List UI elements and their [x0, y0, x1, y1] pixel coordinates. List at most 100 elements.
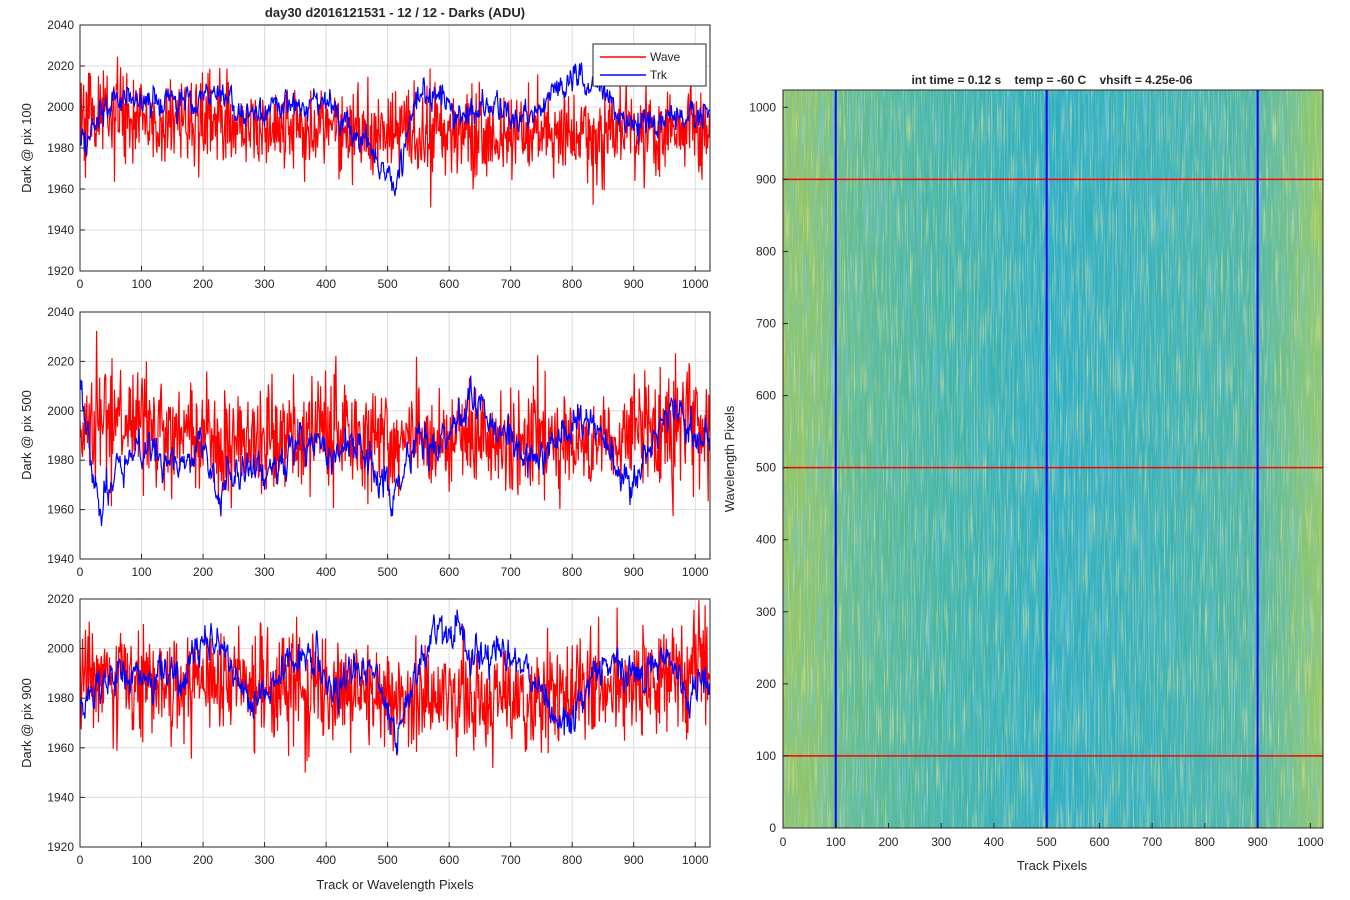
x-tick-label: 700: [501, 277, 521, 291]
heatmap-x-tick-label: 100: [826, 835, 846, 849]
heatmap-x-tick-label: 500: [1037, 835, 1057, 849]
y-tick-label: 2020: [47, 592, 74, 606]
y-tick-label: 2020: [47, 354, 74, 368]
y-tick-label: 1980: [47, 453, 74, 467]
heatmap-y-tick-label: 300: [756, 605, 776, 619]
x-tick-label: 700: [501, 853, 521, 867]
x-tick-label: 100: [132, 853, 152, 867]
x-tick-label: 900: [624, 853, 644, 867]
plot-bottom-frame: [79, 598, 711, 848]
heatmap-x-tick-label: 400: [984, 835, 1004, 849]
heatmap-y-tick-label: 500: [756, 461, 776, 475]
legend-wave-label: Wave: [650, 50, 681, 64]
heatmap-ticks: 0 100 200 300 400 500 600 700 800 900 1000 0 100 200 3…: [749, 100, 1324, 849]
x-tick-label: 700: [501, 565, 521, 579]
heatmap-x-tick-label: 200: [878, 835, 898, 849]
x-tick-label: 1000: [682, 565, 709, 579]
y-tick-label: 1980: [47, 691, 74, 705]
y-tick-label: 1940: [47, 552, 74, 566]
y-tick-label: 2000: [47, 100, 74, 114]
x-tick-label: 0: [77, 565, 84, 579]
x-tick-label: 0: [77, 277, 84, 291]
y-tick-label: 2040: [47, 305, 74, 319]
x-tick-label: 200: [193, 277, 213, 291]
plot-bottom-axes-box: [80, 599, 710, 847]
figure-title: day30 d2016121531 - 12 / 12 - Darks (ADU…: [265, 5, 525, 20]
x-tick-label: 100: [132, 277, 152, 291]
heatmap-y-tick-label: 600: [756, 389, 776, 403]
x-tick-label: 900: [624, 277, 644, 291]
x-tick-label: 600: [439, 277, 459, 291]
x-tick-label: 800: [562, 565, 582, 579]
plot-top-ticks: 0 100 200 300 400 500 600 700 800 900 1000 1920 1940…: [47, 18, 709, 291]
heatmap-y-tick-label: 100: [756, 749, 776, 763]
x-tick-label: 400: [316, 565, 336, 579]
heatmap-ylabel: Wavelength Pixels: [722, 405, 737, 512]
plot-bottom-xlabel: Track or Wavelength Pixels: [316, 877, 474, 892]
plot-bottom-series: [79, 600, 710, 773]
x-tick-label: 100: [132, 565, 152, 579]
series-trk-line: [79, 375, 710, 527]
heatmap-y-tick-label: 400: [756, 533, 776, 547]
heatmap-x-tick-label: 0: [780, 835, 787, 849]
series-wave-line: [79, 330, 710, 517]
plot-bottom: 0 100 200 300 400 500 600 700 800 900 1000 1920 1940…: [19, 592, 711, 892]
plot-top-legend: Wave Trk: [592, 43, 707, 87]
heatmap-texture-light: [783, 90, 1323, 828]
y-tick-label: 1920: [47, 264, 74, 278]
y-tick-label: 2000: [47, 642, 74, 656]
y-tick-label: 1960: [47, 503, 74, 517]
y-tick-label: 2020: [47, 59, 74, 73]
y-tick-label: 1940: [47, 790, 74, 804]
heatmap-x-tick-label: 300: [931, 835, 951, 849]
x-tick-label: 800: [562, 277, 582, 291]
x-tick-label: 500: [378, 565, 398, 579]
heatmap-y-tick-label: 200: [756, 677, 776, 691]
y-tick-label: 1920: [47, 840, 74, 854]
heatmap-panel: int time = 0.12 s temp = -60 C vhsift = …: [722, 73, 1324, 873]
plot-bottom-ylabel: Dark @ pix 900: [19, 678, 34, 768]
heatmap-title: int time = 0.12 s temp = -60 C vhsift = …: [911, 73, 1192, 87]
x-tick-label: 200: [193, 853, 213, 867]
x-tick-label: 500: [378, 853, 398, 867]
x-tick-label: 200: [193, 565, 213, 579]
x-tick-label: 300: [255, 277, 275, 291]
x-tick-label: 400: [316, 277, 336, 291]
x-tick-label: 300: [255, 853, 275, 867]
heatmap-y-tick-label: 0: [769, 821, 776, 835]
heatmap-y-tick-label: 700: [756, 317, 776, 331]
heatmap-x-tick-label: 900: [1248, 835, 1268, 849]
plot-top-ylabel: Dark @ pix 100: [19, 103, 34, 193]
heatmap-y-tick-label: 1000: [749, 100, 776, 114]
y-tick-label: 1960: [47, 741, 74, 755]
heatmap-xlabel: Track Pixels: [1017, 858, 1088, 873]
x-tick-label: 600: [439, 853, 459, 867]
heatmap-x-tick-label: 600: [1089, 835, 1109, 849]
plot-middle-ticks: 0 100 200 300 400 500 600 700 800 900 1000 1940 1960…: [47, 305, 709, 579]
y-tick-label: 1940: [47, 223, 74, 237]
plot-middle-frame: [79, 311, 711, 560]
x-tick-label: 400: [316, 853, 336, 867]
heatmap-x-tick-label: 800: [1195, 835, 1215, 849]
x-tick-label: 300: [255, 565, 275, 579]
x-tick-label: 0: [77, 853, 84, 867]
y-tick-label: 2000: [47, 404, 74, 418]
series-wave-line: [79, 56, 710, 208]
x-tick-label: 800: [562, 853, 582, 867]
series-trk-line: [79, 609, 710, 756]
x-tick-label: 500: [378, 277, 398, 291]
x-tick-label: 900: [624, 565, 644, 579]
x-tick-label: 1000: [682, 277, 709, 291]
heatmap-y-tick-label: 800: [756, 244, 776, 258]
plot-bottom-ticks: 0 100 200 300 400 500 600 700 800 900 1000 1920 1940…: [47, 592, 709, 867]
plot-middle-series: [79, 330, 710, 527]
legend-trk-label: Trk: [650, 68, 668, 82]
y-tick-label: 1960: [47, 182, 74, 196]
heatmap-y-tick-label: 900: [756, 172, 776, 186]
plot-top: 0 100 200 300 400 500 600 700 800 900 1000 1920 1940…: [19, 18, 711, 291]
plot-middle: 0 100 200 300 400 500 600 700 800 900 1000 1940 1960…: [19, 305, 711, 579]
plot-middle-ylabel: Dark @ pix 500: [19, 390, 34, 480]
heatmap-marker-lines: [783, 90, 1323, 828]
x-tick-label: 600: [439, 565, 459, 579]
